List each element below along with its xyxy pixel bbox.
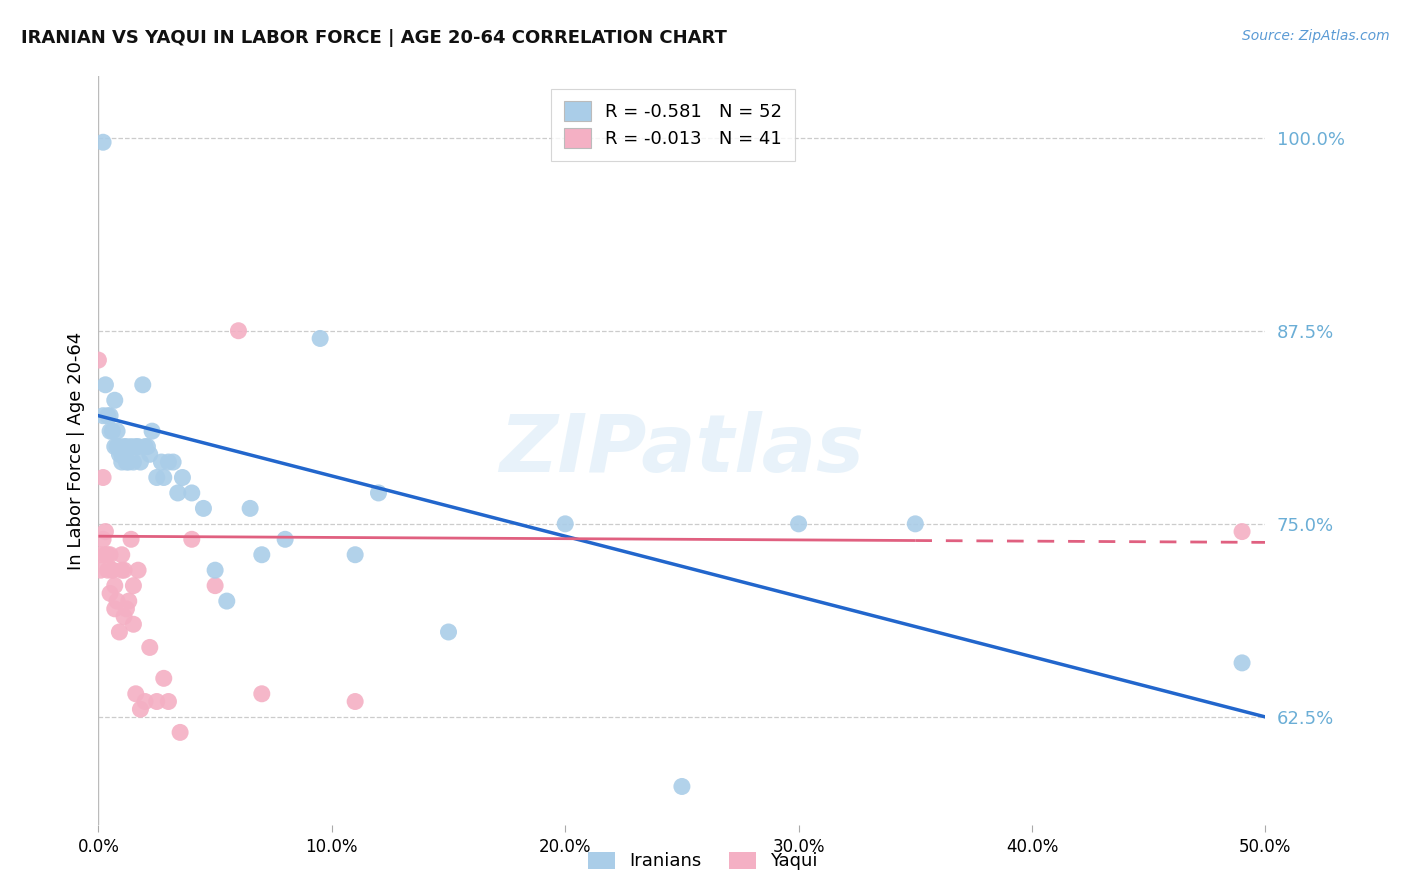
Point: [152, 671, 174, 685]
Point: [166, 486, 188, 500]
Point: [367, 486, 389, 500]
Point: [97, 409, 120, 423]
Point: [157, 455, 180, 469]
Point: [671, 780, 693, 794]
Point: [120, 440, 142, 454]
Point: [134, 440, 156, 454]
Point: [437, 625, 460, 640]
Point: [104, 393, 127, 408]
Point: [108, 440, 131, 454]
Text: ZIPatlas: ZIPatlas: [499, 411, 865, 490]
Point: [127, 563, 149, 577]
Point: [180, 533, 202, 547]
Point: [98, 424, 121, 438]
Point: [204, 579, 226, 593]
Point: [215, 594, 238, 608]
Point: [98, 586, 121, 600]
Point: [141, 424, 163, 438]
Point: [105, 594, 128, 608]
Point: [118, 594, 141, 608]
Point: [250, 548, 273, 562]
Point: [108, 447, 131, 461]
Point: [97, 563, 120, 577]
Point: [98, 548, 121, 562]
Point: [146, 470, 169, 484]
Point: [101, 563, 124, 577]
Point: [105, 424, 128, 438]
Point: [97, 548, 120, 562]
Point: [115, 440, 138, 454]
Point: [1230, 656, 1253, 670]
Point: [172, 470, 194, 484]
Point: [204, 563, 226, 577]
Point: [104, 440, 127, 454]
Point: [239, 501, 262, 516]
Point: [115, 602, 138, 616]
Point: [122, 455, 145, 469]
Point: [91, 409, 114, 423]
Point: [274, 533, 297, 547]
Point: [120, 533, 142, 547]
Point: [134, 694, 156, 708]
Point: [98, 409, 121, 423]
Point: [129, 702, 152, 716]
Point: [115, 455, 138, 469]
Point: [228, 324, 250, 338]
Point: [94, 524, 117, 539]
Point: [344, 694, 367, 708]
Point: [344, 548, 367, 562]
Point: [139, 640, 162, 655]
Point: [122, 579, 145, 593]
Point: [112, 563, 135, 577]
Point: [91, 470, 114, 484]
Point: [904, 516, 927, 531]
Point: [111, 447, 134, 461]
Point: [122, 617, 145, 632]
Point: [125, 440, 148, 454]
Legend: R = -0.581   N = 52, R = -0.013   N = 41: R = -0.581 N = 52, R = -0.013 N = 41: [551, 88, 794, 161]
Point: [90, 548, 112, 562]
Text: Source: ZipAtlas.com: Source: ZipAtlas.com: [1241, 29, 1389, 43]
Point: [152, 470, 174, 484]
Point: [101, 424, 124, 438]
Point: [162, 455, 184, 469]
Point: [101, 563, 124, 577]
Point: [94, 548, 117, 562]
Point: [250, 687, 273, 701]
Point: [309, 331, 332, 345]
Point: [139, 447, 162, 461]
Text: IRANIAN VS YAQUI IN LABOR FORCE | AGE 20-64 CORRELATION CHART: IRANIAN VS YAQUI IN LABOR FORCE | AGE 20…: [21, 29, 727, 46]
Point: [787, 516, 810, 531]
Point: [554, 516, 576, 531]
Point: [94, 377, 117, 392]
Point: [193, 501, 215, 516]
Point: [1230, 524, 1253, 539]
Point: [118, 455, 141, 469]
Point: [108, 625, 131, 640]
Point: [111, 563, 134, 577]
Point: [105, 440, 128, 454]
Point: [127, 440, 149, 454]
Point: [91, 533, 114, 547]
Point: [157, 694, 180, 708]
Point: [87, 353, 110, 368]
Point: [136, 440, 159, 454]
Y-axis label: In Labor Force | Age 20-64: In Labor Force | Age 20-64: [66, 331, 84, 570]
Point: [111, 548, 134, 562]
Point: [146, 694, 169, 708]
Point: [150, 455, 173, 469]
Point: [90, 563, 112, 577]
Point: [111, 455, 134, 469]
Point: [112, 609, 135, 624]
Point: [169, 725, 191, 739]
Legend: Iranians, Yaqui: Iranians, Yaqui: [579, 843, 827, 880]
Point: [104, 579, 127, 593]
Point: [132, 377, 155, 392]
Point: [129, 455, 152, 469]
Point: [112, 440, 135, 454]
Point: [125, 687, 148, 701]
Point: [91, 135, 114, 149]
Point: [104, 602, 127, 616]
Point: [180, 486, 202, 500]
